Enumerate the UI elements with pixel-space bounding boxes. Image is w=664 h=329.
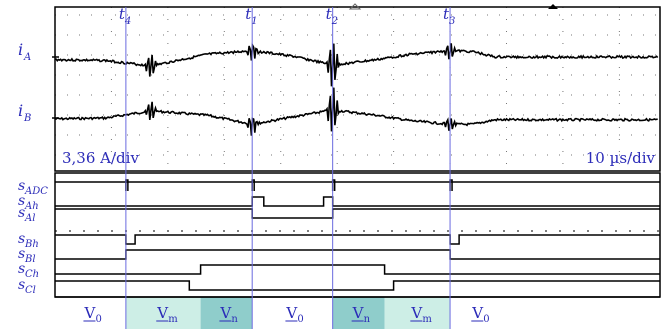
- logic-label-sub: Ah: [24, 201, 39, 212]
- logic-label: s: [18, 193, 25, 209]
- logic-label-sub: Cl: [25, 285, 36, 296]
- instant-label-sub: 1: [251, 16, 257, 27]
- logic-label: s: [18, 277, 25, 293]
- vector-segment-sub: n: [231, 314, 238, 325]
- trace-label-sub: A: [23, 52, 31, 63]
- vector-segment-sub: n: [364, 314, 371, 325]
- vector-segment: [450, 297, 507, 329]
- time-scale-label: 10 µs/div: [586, 149, 656, 167]
- logic-label: s: [18, 261, 25, 277]
- vector-segment-sub: 0: [95, 314, 101, 325]
- vector-segment-sub: 0: [483, 314, 489, 325]
- logic-signal-bl: [55, 249, 660, 260]
- logic-label-sub: ADC: [24, 186, 48, 197]
- instant-label-sub: 4: [124, 16, 131, 27]
- instant-label-sub: 3: [449, 16, 455, 27]
- vector-segment: [55, 297, 126, 329]
- vector-segment: [200, 297, 253, 329]
- vector-segment-label: V: [156, 304, 169, 322]
- current-trace-b: [54, 87, 658, 136]
- vector-segment-sub: m: [168, 314, 178, 325]
- vector-segment-sub: m: [422, 314, 432, 325]
- instant-label: t: [443, 5, 450, 23]
- trace-label: i: [18, 101, 23, 120]
- current-trace-a: [54, 42, 659, 87]
- vector-segment-label: V: [285, 304, 298, 322]
- logic-signal-ch: [55, 264, 660, 275]
- scope-grid: [55, 7, 660, 232]
- trace-label: i: [18, 40, 23, 59]
- instant-label-sub: 2: [331, 16, 338, 27]
- vector-segment-label: V: [83, 304, 96, 322]
- logic-label: s: [18, 231, 25, 247]
- vector-segment: [332, 297, 385, 329]
- instant-label: t: [326, 5, 333, 23]
- logic-label: s: [18, 205, 25, 221]
- instant-label: t: [119, 5, 126, 23]
- vector-segment-label: V: [219, 304, 232, 322]
- current-scale-label: 3,36 A/div: [62, 149, 139, 167]
- logic-label: s: [18, 246, 25, 262]
- trigger-marker: [548, 4, 558, 9]
- logic-label: s: [18, 178, 25, 194]
- vector-segment-label: V: [471, 304, 484, 322]
- logic-label-sub: Al: [24, 213, 35, 224]
- vector-segment-label: V: [352, 304, 365, 322]
- trace-label-sub: B: [23, 113, 31, 124]
- logic-signal-cl: [55, 280, 660, 291]
- instant-label: t: [245, 5, 252, 23]
- logic-label-sub: Ch: [25, 269, 39, 280]
- logic-label-sub: Bh: [24, 239, 39, 250]
- logic-signals: [55, 179, 660, 291]
- logic-signal-al: [55, 208, 660, 219]
- vector-segment-label: V: [410, 304, 423, 322]
- vector-segment: [252, 297, 333, 329]
- vector-segment: [125, 297, 201, 329]
- vector-segment: [384, 297, 451, 329]
- current-traces: [54, 42, 659, 136]
- center-marker: [348, 3, 362, 10]
- logic-label-sub: Bl: [24, 254, 36, 265]
- vector-segment-sub: 0: [297, 314, 303, 325]
